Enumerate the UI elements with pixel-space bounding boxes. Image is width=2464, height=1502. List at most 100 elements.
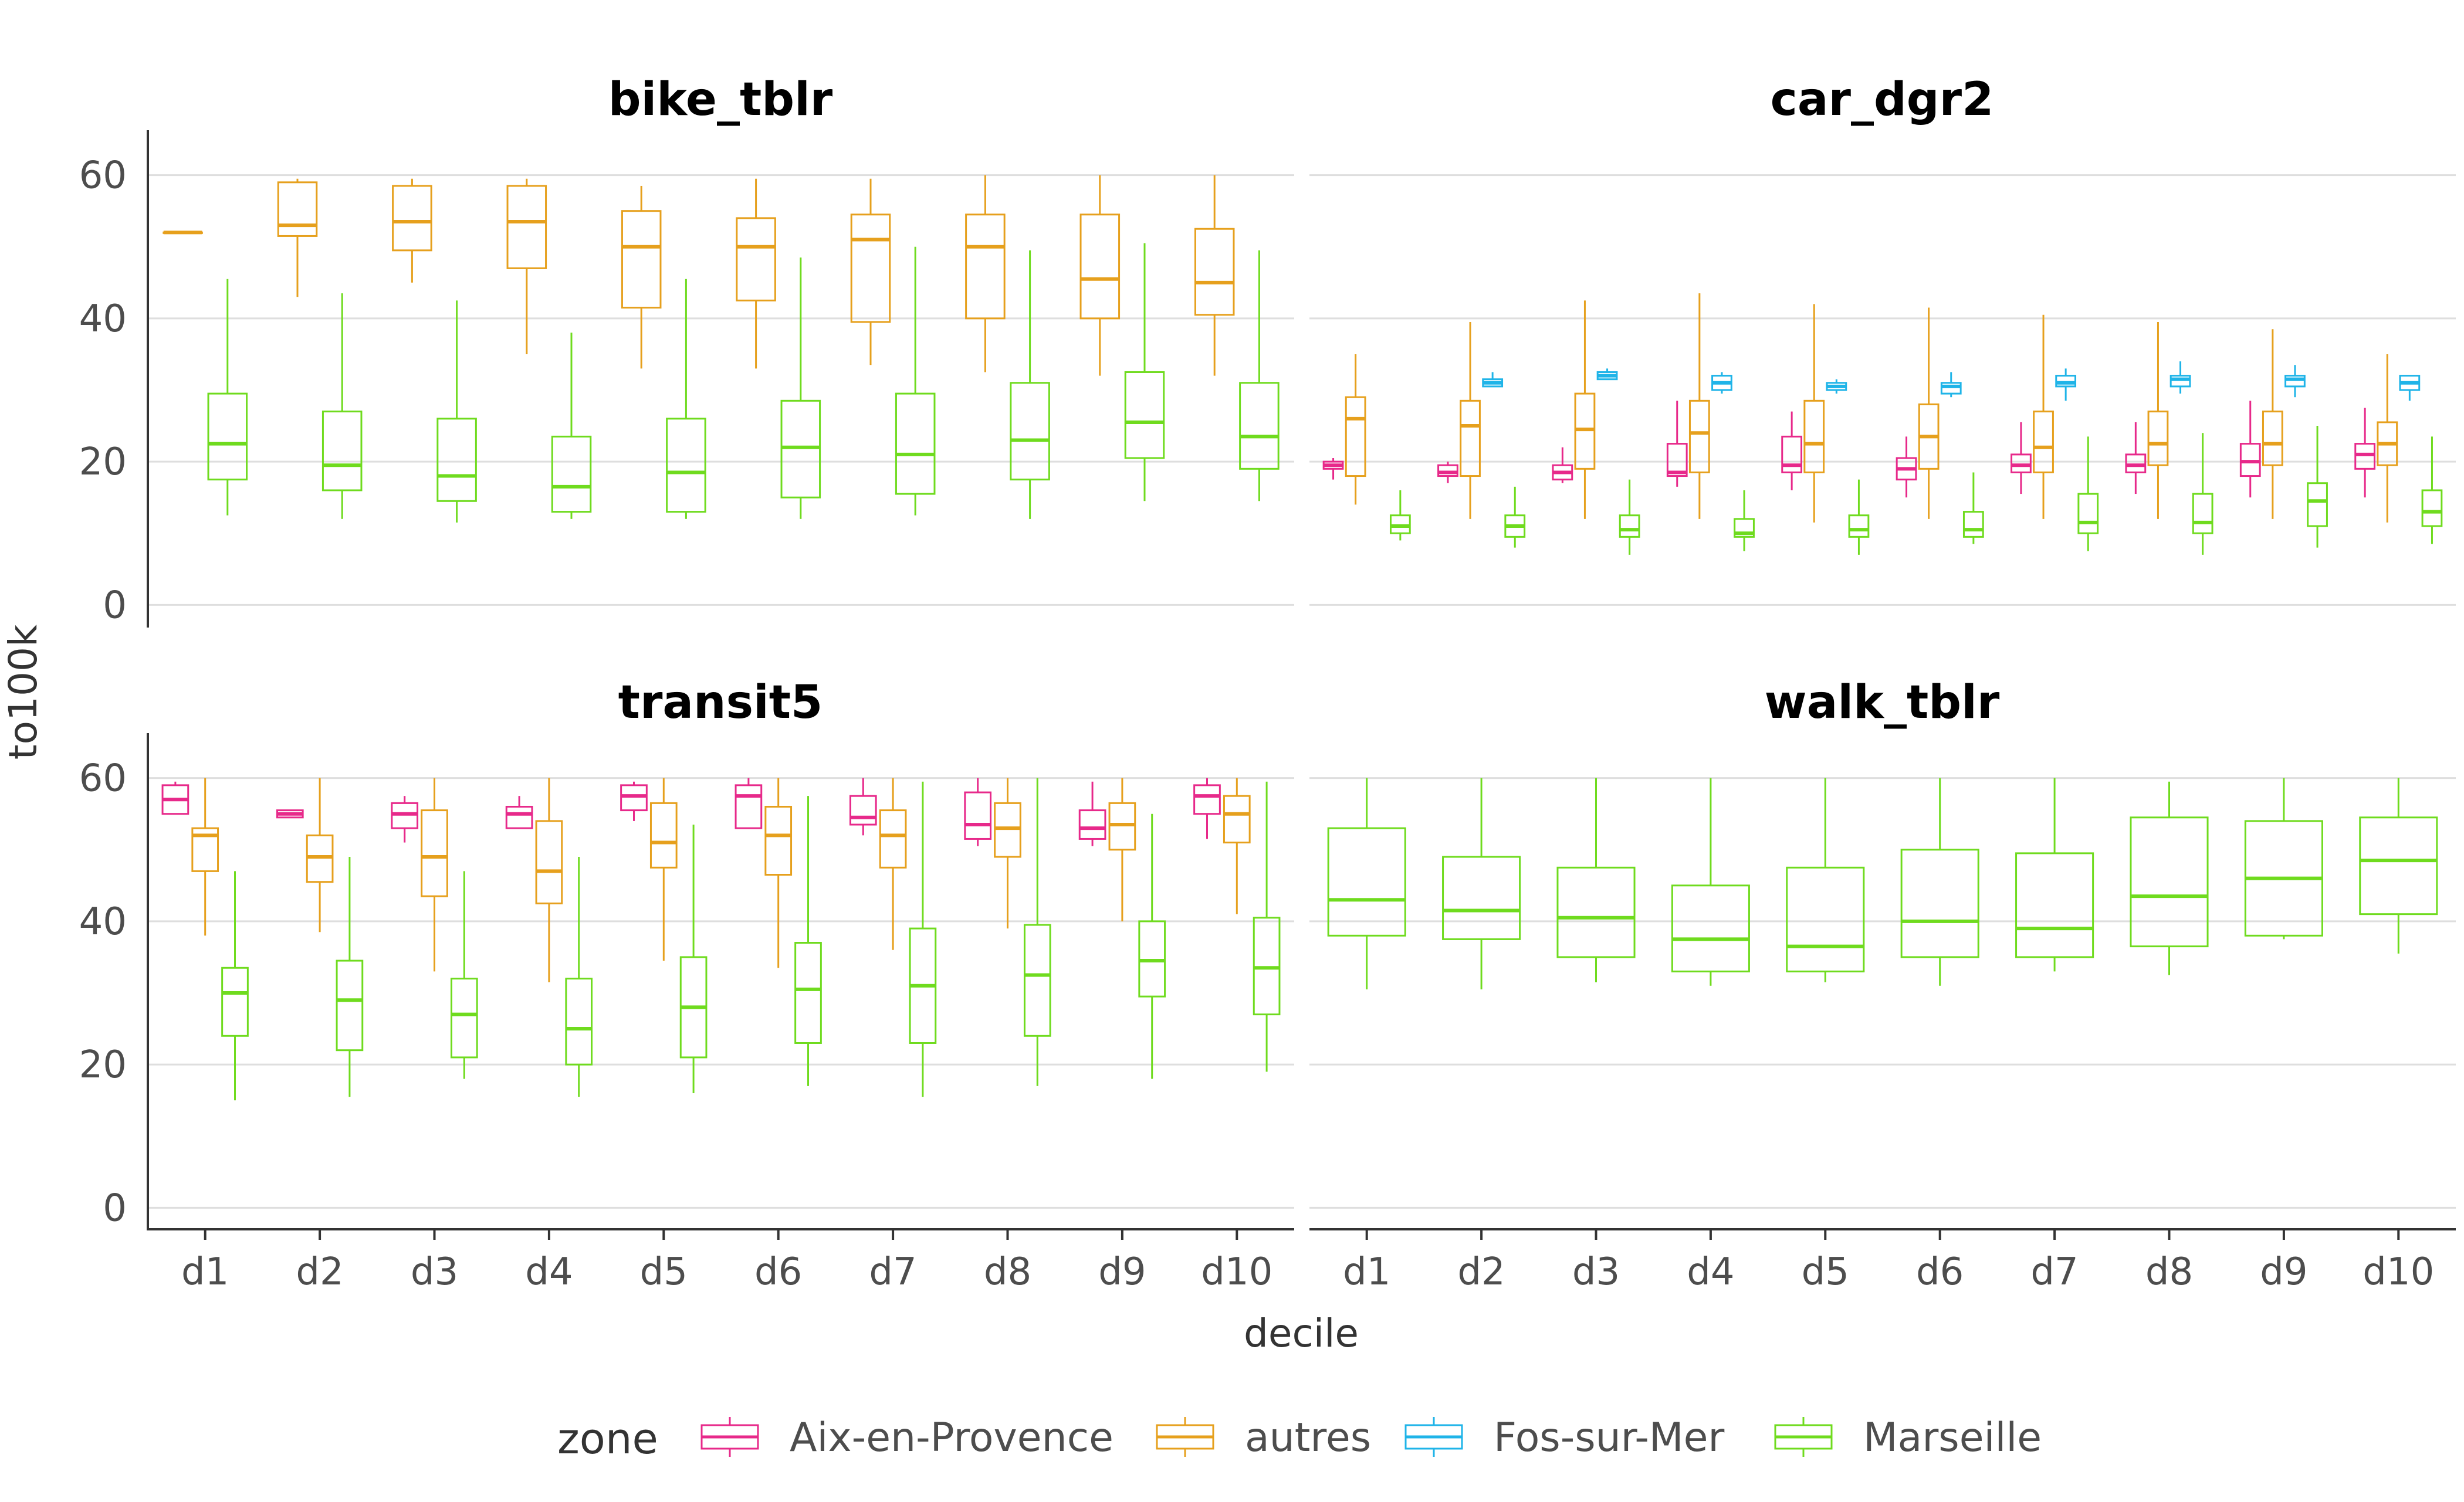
box-marks — [161, 175, 2443, 1101]
box-body — [436, 418, 477, 502]
box-transit5-Aix-en-Provence-d10 — [1193, 778, 1221, 839]
box-walk_tblr-Marseille-d10 — [2359, 778, 2438, 954]
facet-titles: bike_tblr car_dgr2 transit5 walk_tblr — [608, 73, 2000, 729]
box-transit5-autres-d3 — [421, 778, 448, 972]
box-body — [736, 217, 776, 301]
box-body — [2307, 482, 2328, 527]
box-body — [1108, 802, 1136, 851]
box-body — [2262, 411, 2283, 466]
box-body — [1940, 382, 1962, 395]
box-body — [964, 791, 992, 840]
facet-title-transit: transit5 — [618, 676, 823, 729]
box-body — [392, 185, 432, 252]
box-transit5-autres-d7 — [879, 778, 907, 950]
box-transit5-autres-d8 — [994, 778, 1021, 929]
box-bike_tblr-Marseille-d8 — [1010, 250, 1050, 519]
box-walk_tblr-Marseille-d6 — [1900, 778, 1979, 986]
box-car_dgr2-Aix-en-Provence-d2 — [1437, 462, 1458, 483]
box-car_dgr2-autres-d3 — [1574, 300, 1596, 519]
y-tick-label: 60 — [79, 757, 127, 801]
box-body — [620, 784, 648, 812]
box-transit5-Marseille-d9 — [1138, 813, 1166, 1079]
legend-item-Fos-sur-Mer: Fos-sur-Mer — [1404, 1415, 1724, 1461]
box-bike_tblr-Marseille-d3 — [436, 300, 477, 523]
box-body — [1194, 228, 1235, 316]
box-body — [666, 418, 706, 513]
box-body — [1079, 213, 1121, 320]
box-car_dgr2-Aix-en-Provence-d10 — [2354, 408, 2376, 498]
legend-title: zone — [557, 1414, 658, 1463]
box-transit5-autres-d9 — [1108, 778, 1136, 921]
y-tick-label: 60 — [79, 154, 127, 198]
box-body — [1078, 809, 1106, 840]
box-car_dgr2-Fos-sur-Mer-d6 — [1940, 372, 1962, 398]
legend-item-Aix-en-Provence: Aix-en-Provence — [700, 1415, 1113, 1461]
box-transit5-Marseille-d2 — [336, 856, 364, 1097]
box-bike_tblr-autres-d7 — [850, 178, 891, 365]
box-body — [506, 185, 547, 269]
box-body — [994, 802, 1021, 858]
box-transit5-Aix-en-Provence-d5 — [620, 781, 648, 821]
x-tick-label: d10 — [1201, 1250, 1272, 1294]
box-transit5-Marseille-d4 — [565, 856, 593, 1097]
box-walk_tblr-Marseille-d1 — [1327, 778, 1406, 989]
box-body — [450, 978, 478, 1059]
box-body — [1023, 924, 1051, 1037]
box-car_dgr2-autres-d6 — [1918, 307, 1940, 519]
box-walk_tblr-Marseille-d8 — [2130, 781, 2209, 975]
box-body — [1848, 514, 1870, 538]
axes — [147, 130, 2456, 1240]
box-body — [2284, 375, 2306, 388]
box-body — [735, 784, 763, 829]
box-body — [1786, 866, 1865, 972]
box-car_dgr2-Marseille-d9 — [2307, 426, 2328, 548]
box-bike_tblr-autres-d8 — [965, 175, 1006, 372]
box-body — [2011, 453, 2032, 473]
x-tick-label: d3 — [411, 1250, 458, 1294]
box-body — [1556, 866, 1636, 958]
x-tick-label: d6 — [1916, 1250, 1964, 1294]
box-body — [1962, 511, 1984, 538]
y-tick-label: 40 — [79, 297, 127, 341]
box-car_dgr2-Fos-sur-Mer-d8 — [2169, 361, 2191, 394]
box-car_dgr2-Marseille-d10 — [2421, 436, 2443, 544]
box-transit5-Aix-en-Provence-d3 — [391, 796, 419, 843]
box-body — [306, 834, 334, 883]
box-body — [780, 399, 821, 499]
box-body — [1239, 382, 1280, 470]
box-transit5-Aix-en-Provence-d6 — [735, 778, 763, 829]
box-transit5-autres-d2 — [306, 778, 334, 933]
box-bike_tblr-Marseille-d6 — [780, 257, 821, 519]
y-tick-label: 0 — [103, 584, 127, 627]
box-body — [2169, 375, 2191, 388]
box-bike_tblr-autres-d5 — [621, 185, 662, 369]
box-car_dgr2-Aix-en-Provence-d3 — [1552, 447, 1573, 483]
box-body — [1327, 827, 1406, 937]
box-car_dgr2-Aix-en-Provence-d8 — [2125, 422, 2147, 494]
x-tick-label: d7 — [2030, 1250, 2078, 1294]
box-body — [1734, 518, 1755, 538]
legend-label: Fos-sur-Mer — [1494, 1415, 1724, 1461]
box-body — [1437, 464, 1458, 477]
box-car_dgr2-Marseille-d8 — [2192, 433, 2213, 555]
box-body — [2421, 489, 2443, 527]
box-body — [2077, 493, 2099, 534]
box-body — [1619, 514, 1640, 538]
box-bike_tblr-autres-d9 — [1079, 175, 1121, 376]
facet-title-bike: bike_tblr — [608, 73, 833, 126]
x-tick-label: d2 — [296, 1250, 343, 1294]
box-body — [1803, 399, 1825, 473]
box-transit5-Aix-en-Provence-d7 — [849, 778, 877, 836]
box-transit5-Marseille-d1 — [221, 871, 249, 1101]
box-body — [1666, 443, 1688, 477]
box-walk_tblr-Marseille-d9 — [2244, 778, 2323, 940]
box-car_dgr2-Fos-sur-Mer-d10 — [2399, 375, 2421, 401]
legend: zone Aix-en-Provence autres Fos-sur-Mer Mar… — [557, 1414, 2042, 1463]
x-tick-label: d7 — [869, 1250, 916, 1294]
box-car_dgr2-autres-d4 — [1688, 293, 1710, 519]
x-tick-label: d3 — [1572, 1250, 1620, 1294]
box-transit5-autres-d10 — [1223, 778, 1251, 914]
box-transit5-autres-d5 — [649, 778, 678, 961]
y-tick-label: 40 — [79, 900, 127, 944]
box-car_dgr2-Fos-sur-Mer-d9 — [2284, 365, 2306, 398]
